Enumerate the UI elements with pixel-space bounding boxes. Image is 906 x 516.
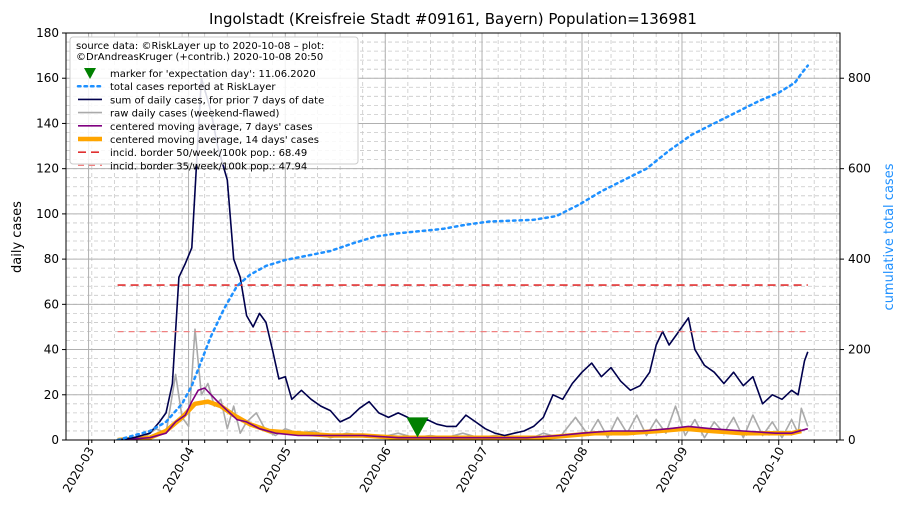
legend-entry-label: centered moving average, 7 days' cases (110, 122, 313, 133)
legend-entry-label: sum of daily cases, for prior 7 days of … (110, 95, 324, 106)
legend-entry-label: incid. border 50/week/100k pop.: 68.49 (110, 148, 307, 159)
legend-header-line: ©DrAndreasKruger (+contrib.) 2020-10-08 … (76, 52, 323, 63)
y2-tick-label: 400 (848, 252, 871, 266)
legend-box (69, 36, 359, 165)
y-axis-label: daily cases (10, 201, 25, 273)
legend-entry-label: total cases reported at RiskLayer (110, 82, 276, 93)
legend-entry-label: raw daily cases (weekend-flawed) (110, 109, 279, 120)
x-tick-label: 2020-09 (653, 445, 690, 495)
y-tick-label: 60 (44, 297, 59, 311)
legend-entry-label: marker for 'expectation day': 11.06.2020 (110, 69, 316, 80)
legend-header-line: source data: ©RiskLayer up to 2020-10-08… (76, 41, 324, 52)
y2-tick-label: 800 (848, 71, 871, 85)
y-tick-label: 180 (36, 26, 59, 40)
x-tick-label: 2020-04 (160, 445, 197, 495)
x-tick-label: 2020-08 (553, 445, 590, 495)
legend: source data: ©RiskLayer up to 2020-10-08… (69, 36, 359, 172)
expectation-day-marker (406, 417, 429, 438)
y-tick-label: 0 (51, 433, 59, 447)
y2-axis-label: cumulative total cases (882, 163, 897, 310)
x-tick-label: 2020-05 (257, 445, 294, 495)
y-tick-label: 160 (36, 71, 59, 85)
series-line-2 (117, 387, 809, 440)
x-tick-label: 2020-10 (750, 445, 787, 495)
y-tick-label: 140 (36, 116, 59, 130)
x-tick-label: 2020-06 (357, 445, 394, 495)
y-tick-label: 80 (44, 252, 59, 266)
legend-entry-label: centered moving average, 14 days' cases (110, 135, 319, 146)
x-tick-label: 2020-03 (60, 445, 97, 495)
y2-tick-label: 200 (848, 343, 871, 357)
x-tick-label: 2020-07 (453, 445, 490, 495)
y2-tick-label: 600 (848, 162, 871, 176)
legend-marker-symbol (84, 68, 96, 79)
legend-entry-label: incid. border 35/week/100k pop.: 47.94 (110, 161, 307, 172)
y-tick-label: 100 (36, 207, 59, 221)
y-tick-label: 120 (36, 162, 59, 176)
y-tick-label: 40 (44, 343, 59, 357)
series-line-0 (117, 328, 809, 440)
y2-tick-label: 0 (848, 433, 856, 447)
series-line-6 (116, 64, 810, 440)
chart-title: Ingolstadt (Kreisfreie Stadt #09161, Bay… (209, 10, 697, 28)
y-tick-label: 20 (44, 388, 59, 402)
